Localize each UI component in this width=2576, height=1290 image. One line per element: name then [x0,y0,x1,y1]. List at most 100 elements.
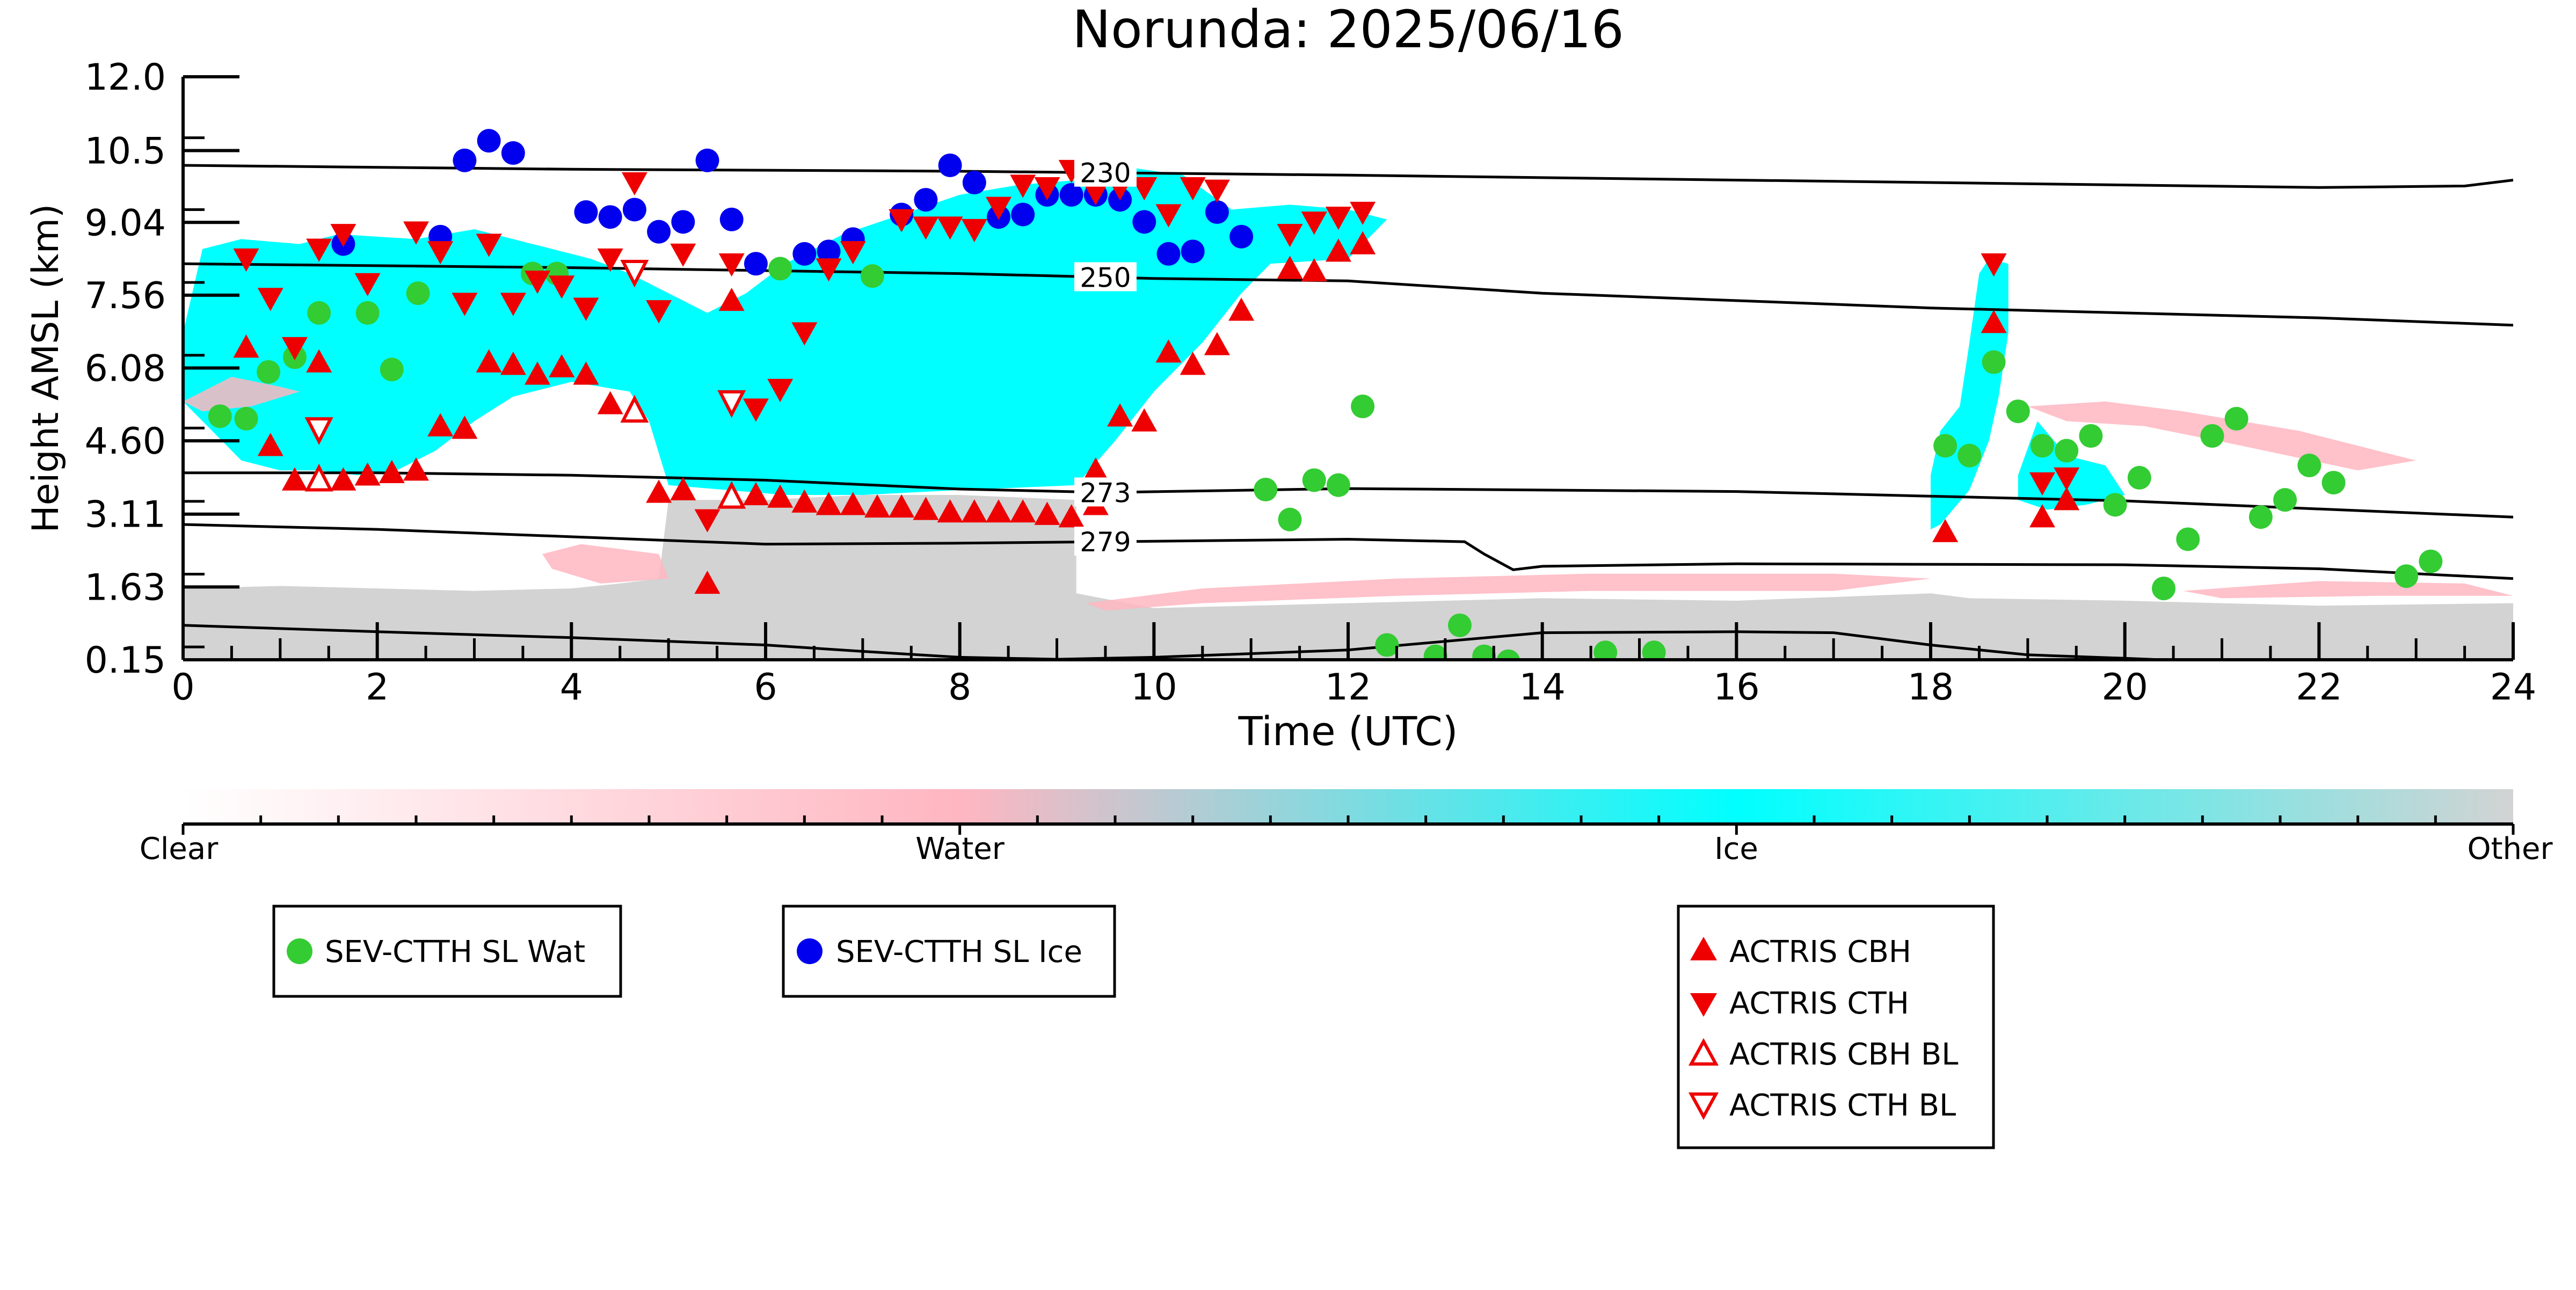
sev-wat-point [1302,468,1326,492]
legend-label: SEV-CTTH SL Ice [836,935,1082,970]
actris-cth-point [1981,253,2007,277]
y-tick-label: 4.60 [85,420,166,463]
sev-ice-point [671,210,695,234]
actris-cbh-point [767,484,794,508]
sev-wat-point [2322,471,2346,495]
actris-cth-point [306,238,332,262]
x-tick-label: 14 [1519,666,1566,709]
actris-cth-point [452,293,478,316]
sev-ice-point [1156,242,1181,266]
actris-cbh-point [1180,352,1206,375]
actris-cbh-point [1277,256,1303,279]
sev-wat-point [257,360,281,384]
actris-cbh-point [330,467,356,491]
colorbar-label-water: Water [915,832,1005,866]
actris-cbh-point [452,416,478,439]
isotherm-label-bg [1074,157,1137,187]
sev-wat-point [1982,350,2006,374]
sev-wat-point [1958,443,1982,468]
y-tick-label: 9.04 [85,202,166,244]
actris-cth-point [646,300,672,324]
actris-cbh-point [1082,457,1109,481]
actris-cth-point [937,216,963,240]
legend-triangle-up-icon [1690,937,1717,960]
actris-cth-point [525,271,551,294]
isotherm-line [183,262,2513,327]
actris-cth-bl-point [304,417,333,445]
actris-cbh-point [1131,408,1158,432]
x-tick-label: 4 [560,666,583,709]
sev-wat-point [2248,505,2273,529]
isotherm-label: 273 [1080,477,1131,508]
sev-wat-point [2224,406,2248,431]
actris-cbh-point [694,570,721,594]
actris-cbh-point [1325,238,1351,262]
sev-wat-point [307,301,331,325]
sev-wat-point [1593,640,1618,660]
actris-cbh-point [961,499,987,523]
plot-area [183,129,2513,660]
sev-wat-point [1447,613,1472,637]
actris-cbh-point [403,457,429,481]
actris-cth-point [816,258,842,282]
actris-cth-point [403,221,429,245]
x-tick-label: 2 [366,666,389,709]
actris-cbh-point [840,492,866,515]
actris-cbh-point [913,497,939,520]
sev-wat-point [768,257,792,281]
sev-ice-point [914,188,938,212]
sev-ice-point [622,198,646,222]
actris-cth-point [694,509,721,533]
actris-cth-point [1277,224,1303,247]
other-cloud-region [183,495,2513,660]
isotherm-label: 250 [1080,262,1131,293]
x-tick-label: 16 [1713,666,1760,709]
actris-cbh-point [670,477,696,501]
actris-cbh-point [427,413,454,436]
actris-cth-point [1034,177,1060,201]
legend-label: ACTRIS CTH BL [1729,1088,1956,1123]
actris-cth-point [889,209,915,232]
x-tick-label: 10 [1131,666,1177,709]
colorbar-label-other: Other [2467,832,2553,866]
actris-cth-point [597,248,623,272]
water-cloud-region [183,377,300,412]
actris-cbh-point [1981,310,2007,333]
actris-cth-point [233,248,259,272]
sev-ice-point [647,220,671,244]
actris-cbh-point [1301,258,1327,282]
sev-ice-point [1229,224,1254,249]
colorbar-label-clear: Clear [140,832,219,866]
sev-ice-point [501,141,525,165]
legend-sev-wat: SEV-CTTH SL Wat [272,905,622,998]
sev-wat-point [2152,577,2175,601]
sev-wat-point [2273,488,2297,512]
actris-cbh-point [379,460,405,483]
sev-wat-point [2103,493,2127,517]
sev-wat-point [2127,465,2151,490]
legend-green-circle-icon [287,938,312,964]
sev-wat-point [208,404,232,428]
actris-cbh-point [718,287,745,311]
actris-cth-point [1082,182,1109,206]
actris-cth-point [1325,206,1351,230]
actris-cbh-point [281,467,308,491]
sev-ice-point [1132,210,1156,234]
legend-label: ACTRIS CBH BL [1729,1037,1958,1072]
actris-cbh-bl-point [620,395,649,423]
sev-wat-point [2200,424,2224,448]
actris-cth-point [621,172,647,196]
sev-wat-point [380,358,404,382]
actris-cth-point [2029,472,2055,496]
sev-wat-point [2395,564,2419,588]
x-tick-label: 0 [171,666,194,709]
actris-cth-point [1010,174,1036,198]
ice-cloud-region [1931,259,2009,530]
actris-cbh-point [1155,339,1182,363]
actris-cbh-point [549,354,575,377]
legend-box [272,905,622,998]
sev-ice-point [962,171,986,195]
actris-cth-point [427,241,454,265]
